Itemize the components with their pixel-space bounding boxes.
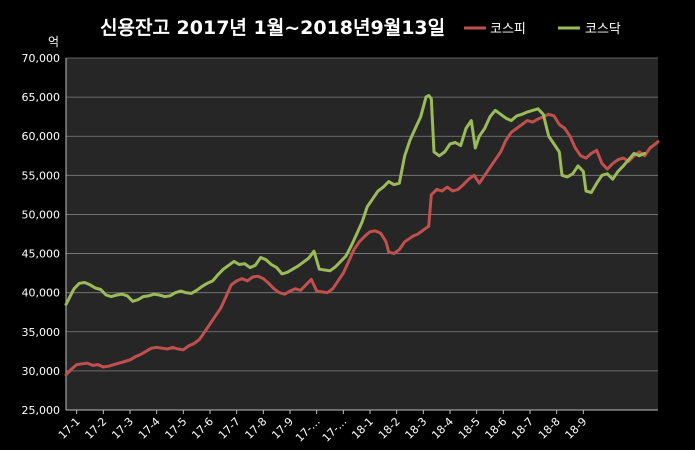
y-tick-label: 25,000 xyxy=(22,404,61,417)
y-tick-label: 70,000 xyxy=(22,52,61,65)
plot-area xyxy=(66,58,658,410)
y-tick-label: 40,000 xyxy=(22,287,61,300)
series-lines xyxy=(64,94,660,377)
y-tick-label: 35,000 xyxy=(22,326,61,339)
legend-label-kosdaq: 코스닥 xyxy=(585,22,621,37)
series-line-kosdaq xyxy=(64,94,647,306)
y-tick-label: 55,000 xyxy=(22,169,61,182)
y-tick-label: 50,000 xyxy=(22,208,61,221)
y-tick-label: 60,000 xyxy=(22,130,61,143)
y-tick-label: 30,000 xyxy=(22,365,61,378)
y-tick-label: 45,000 xyxy=(22,248,61,261)
gridlines xyxy=(66,57,658,372)
legend: 코스피 코스닥 xyxy=(464,22,621,37)
chart-title: 신용잔고 2017년 1월~2018년9월13일 xyxy=(100,17,445,39)
y-tick-label: 65,000 xyxy=(22,91,61,104)
y-axis-unit-label: 억 xyxy=(48,35,59,49)
series-line-kospi xyxy=(64,112,660,377)
legend-label-kospi: 코스피 xyxy=(490,22,526,37)
